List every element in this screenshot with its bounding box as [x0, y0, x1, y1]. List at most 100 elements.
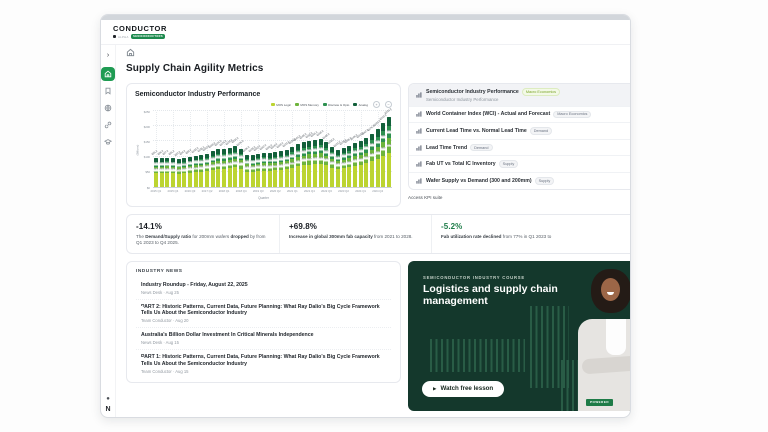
chart-bar[interactable]: 24.4 18.9 $111.0: [265, 112, 273, 187]
kpi-category-badge: Demand: [470, 143, 493, 152]
user-avatar[interactable]: N: [105, 406, 111, 413]
chart-bar[interactable]: 32.1 24.8 $146.0: [350, 112, 358, 187]
watch-free-lesson-button[interactable]: ▶ Watch free lesson: [422, 380, 505, 397]
chart-bar[interactable]: 21.3 16.5 $97.0: [163, 112, 170, 187]
legend-item[interactable]: Discrete & Opto: [322, 103, 349, 107]
news-item[interactable]: Industry Roundup - Friday, August 22, 20…: [136, 278, 391, 300]
chart-bar[interactable]: 27.7 21.4 $126.0 2018 Q4: [236, 112, 247, 193]
legend-item[interactable]: MOS Logic: [270, 103, 291, 107]
chart-bar[interactable]: 21.1 16.3 $96.0: [157, 112, 165, 187]
chart-bar[interactable]: 32.6 25.2 $148.0: [299, 112, 307, 187]
analog-segment: [290, 147, 295, 153]
chart-bar[interactable]: 34.1 26.4 $155.1: [310, 112, 319, 187]
sidebar-item-home[interactable]: [101, 67, 115, 81]
chart-bar[interactable]: 33.0 25.5 $150.0 2024 Q1: [355, 112, 366, 193]
mos-memory-segment: 31.0: [295, 157, 301, 167]
kpi-item-main: Wafer Supply vs Demand (300 and 200mm) Su…: [426, 176, 555, 185]
bar-chart-icon: [416, 178, 422, 184]
news-item[interactable]: PART 2: Historic Patterns, Current Data,…: [136, 300, 391, 329]
chart-bar[interactable]: 29.5 22.8 $134.0: [231, 112, 239, 187]
segment-value-label: 17.5: [193, 160, 199, 164]
logo-wordmark: CONDUCTOR: [113, 24, 168, 34]
chart-bar[interactable]: 46.2 35.7 $210.0: [379, 112, 387, 187]
kpi-list-item[interactable]: Lead Time Trend Demand: [409, 139, 630, 157]
chart-bar[interactable]: 29.9 23.1 $136.0: [345, 112, 353, 187]
segment-value-label: 21.1: [159, 168, 165, 172]
chart-bar[interactable]: 50.8 39.3 $231.0: [384, 108, 392, 187]
chart-bar[interactable]: 23.3 18.0 $106.0: [242, 112, 250, 187]
news-item-body: Australia's Billion Dollar Investment In…: [141, 332, 313, 345]
presenter-shirt: [606, 318, 626, 355]
chart-bar[interactable]: 21.8 16.8 $99.0 2016 Q3: [185, 112, 195, 193]
sidebar-expand-toggle[interactable]: ›: [106, 51, 110, 59]
bar-chart-icon: [416, 144, 422, 151]
segment-value-label: 24.2: [204, 165, 210, 169]
chart-bar[interactable]: 27.3 21.1 $124.0 2018 Q1: [219, 112, 229, 193]
chart-bar[interactable]: 35.6 27.5 $162.0: [362, 112, 370, 187]
legend-item[interactable]: Analog: [353, 103, 368, 107]
y-tick-label: $250: [143, 109, 150, 114]
chart-bar[interactable]: 33.7 26.0 $153.0 2021 Q4: [304, 112, 315, 193]
kpi-list-item[interactable]: Current Lead Time vs. Normal Lead Time De…: [409, 123, 630, 140]
chart-bar[interactable]: 20.9 16.2 $95.1 2015 Q1: [150, 112, 161, 193]
sidebar-item-global[interactable]: [101, 101, 115, 115]
chart-bar[interactable]: 22.9 17.7 $104.0: [248, 112, 256, 187]
segment-value-label: 31.0: [295, 160, 301, 164]
chart-bar[interactable]: 27.3 21.1 $124.0: [214, 112, 222, 187]
kpi-item-label: Lead Time Trend: [426, 144, 468, 151]
chart-bar[interactable]: 23.1 17.9 $105.1: [197, 112, 205, 187]
discrete-opto-segment: 20.1: [210, 155, 216, 162]
access-kpi-suite-link[interactable]: Access KPI suite: [408, 194, 443, 200]
sidebar-item-bookmarks[interactable]: [101, 84, 115, 98]
mos-memory-segment: 35.6: [363, 152, 369, 164]
chart-bar[interactable]: 26.0 20.1 $118.0: [208, 112, 216, 187]
mos-logic-segment: [369, 161, 374, 187]
chart-bar[interactable]: 20.2 15.6 $92.0: [174, 112, 182, 187]
sidebar-item-academy[interactable]: [101, 135, 115, 149]
sidebar-item-links[interactable]: [101, 118, 115, 132]
kpi-list-item[interactable]: Wafer Supply vs Demand (300 and 200mm) Su…: [409, 172, 630, 189]
chart-bar[interactable]: 32.6 25.2 $148.0 2022 Q3: [321, 112, 332, 193]
breadcrumb-home-icon[interactable]: [126, 44, 135, 62]
chart-bar[interactable]: 20.9 16.2 $95.1 2015 Q4: [168, 112, 178, 193]
kpi-list-item[interactable]: World Container Index (WCI) - Actual and…: [409, 106, 630, 124]
legend-item[interactable]: MOS Memory: [295, 103, 319, 107]
chart-bar[interactable]: 34.8 26.9 $158.0: [316, 112, 324, 187]
kpi-list-item[interactable]: Semiconductor Industry Performance Macro …: [409, 84, 630, 107]
chart-bar[interactable]: 22.7 17.5 $103.0: [191, 112, 199, 187]
chart-zoom-out-button[interactable]: −: [385, 101, 392, 108]
x-axis-title: Quarter: [258, 196, 269, 200]
chart-bar[interactable]: 28.2 21.8 $128.0 2023 Q2: [338, 112, 349, 193]
chart-bar[interactable]: 41.8 32.3 $190.0 2024 Q4: [372, 112, 383, 193]
analog-segment: [358, 141, 363, 148]
kpi-item-toprow: Fab UT vs Total IC Inventory Supply: [426, 160, 519, 168]
kpi-item-main: World Container Index (WCI) - Actual and…: [426, 110, 592, 119]
locate-icon[interactable]: ●: [106, 396, 110, 402]
chart-bar[interactable]: 28.4 21.9 $129.0: [225, 112, 233, 187]
segment-value-label: 25.2: [323, 150, 329, 154]
chart-bar[interactable]: 26.2 20.2 $119.0: [276, 112, 284, 187]
mos-memory-segment: 27.7: [238, 160, 244, 169]
chart-bar[interactable]: 24.2 18.7 $110.0 2019 Q3: [253, 112, 264, 193]
stacked-bar: 27.3 21.1: [221, 149, 227, 187]
news-item[interactable]: PART 1: Historic Patterns, Current Data,…: [136, 350, 391, 378]
chart-bar[interactable]: 20.7 16.0 $94.0: [180, 112, 187, 187]
chart-bar[interactable]: 38.7 29.9 $176.0: [367, 112, 375, 187]
chart-bar[interactable]: 25.1 19.4 $114.0 2020 Q2: [270, 112, 281, 193]
news-item[interactable]: Australia's Billion Dollar Investment In…: [136, 328, 391, 351]
kpi-list-item[interactable]: Fab UT vs Total IC Inventory Supply: [409, 156, 630, 173]
app-logo[interactable]: CONDUCTOR alpha SEMICONDUCTORS: [113, 25, 167, 39]
news-item-title: Australia's Billion Dollar Investment In…: [141, 332, 314, 339]
stacked-bar: 50.8 39.3: [386, 116, 392, 187]
chart-bar[interactable]: 27.1 20.9 $123.0: [333, 112, 341, 187]
chart-zoom-in-button[interactable]: +: [373, 101, 380, 108]
chart-bar[interactable]: 28.8 22.3 $131.0 2021 Q1: [287, 112, 298, 193]
chart-bar[interactable]: 27.1 20.9 $123.0: [282, 112, 290, 187]
mos-memory-segment: 26.2: [278, 161, 284, 170]
analog-segment: [210, 151, 215, 156]
chart-bar[interactable]: 24.2 18.7 $110.0 2017 Q2: [202, 112, 212, 193]
chart-bar[interactable]: 31.0 24.0 $141.0: [293, 112, 301, 187]
chart-bar[interactable]: 29.3 22.6 $133.0: [327, 112, 336, 187]
presenter-face: [601, 277, 620, 301]
chart-bar[interactable]: 24.6 19.0 $112.0: [259, 112, 267, 187]
